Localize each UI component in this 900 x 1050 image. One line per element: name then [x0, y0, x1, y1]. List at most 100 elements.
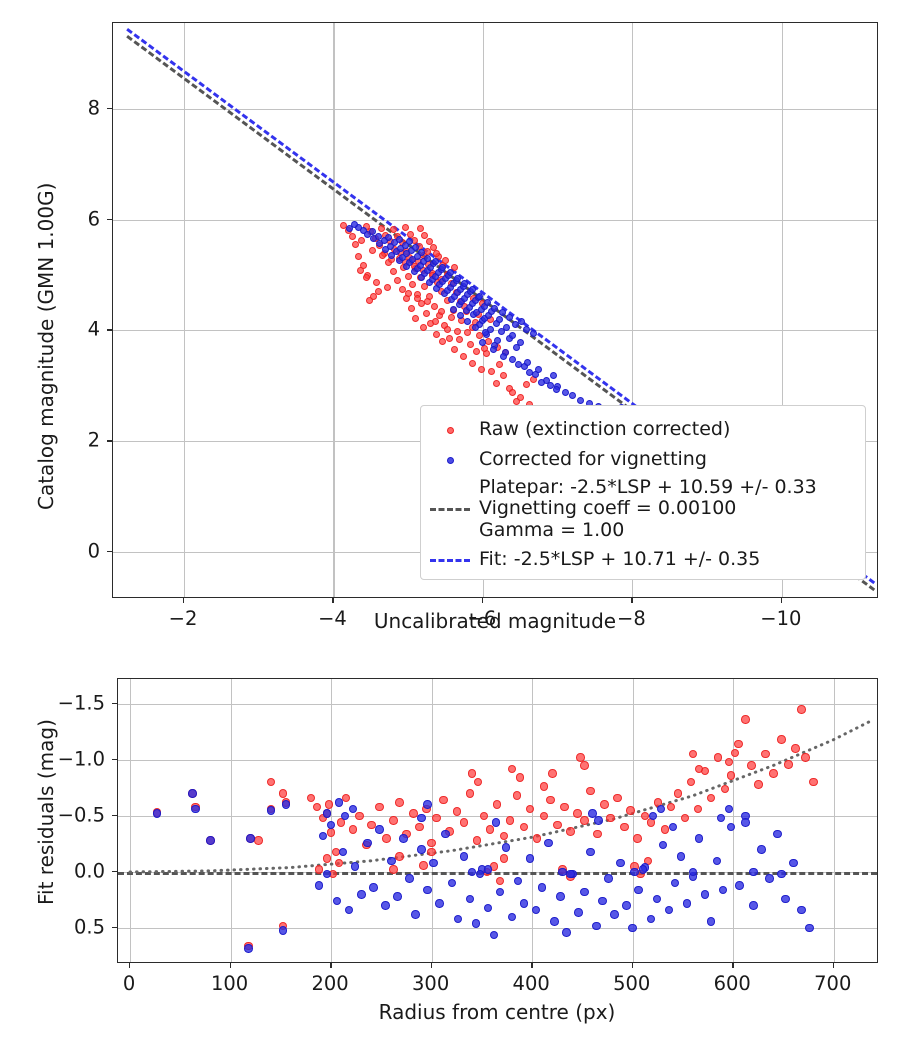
data-point [505, 385, 513, 393]
data-point [516, 339, 524, 347]
data-point [537, 883, 547, 892]
data-point [757, 845, 766, 854]
data-point [535, 365, 543, 373]
data-point [467, 867, 477, 877]
data-point [402, 223, 410, 231]
data-point [350, 220, 358, 228]
data-point [389, 268, 397, 276]
vignetting-curve [128, 717, 876, 874]
data-point [522, 325, 530, 333]
data-point [359, 227, 367, 235]
data-point [616, 858, 625, 868]
data-point [387, 856, 396, 866]
y-tick [107, 107, 112, 110]
data-point [688, 749, 698, 759]
y-tick-label: 0.5 [73, 915, 105, 939]
data-point [580, 816, 589, 825]
data-point [322, 809, 332, 818]
data-point [382, 834, 391, 843]
data-point [459, 353, 467, 361]
data-point [580, 887, 589, 897]
data-point [574, 908, 583, 917]
data-point [515, 361, 523, 369]
data-point [512, 791, 522, 800]
data-point [700, 890, 710, 899]
data-point [749, 901, 758, 910]
data-point [306, 793, 316, 803]
data-point [389, 816, 398, 825]
data-point [318, 831, 328, 841]
data-point [445, 334, 453, 342]
data-point [471, 919, 481, 928]
data-point [509, 332, 517, 340]
data-point [452, 807, 462, 816]
fit-residuals-plot-area [118, 679, 877, 962]
data-point [660, 825, 670, 834]
data-point [638, 865, 647, 874]
data-point [483, 903, 493, 913]
data-point [586, 786, 595, 796]
data-point [548, 769, 557, 778]
data-point [363, 838, 372, 848]
data-point [409, 281, 417, 289]
gray-dashed-line-icon [430, 507, 470, 511]
data-point [459, 852, 469, 861]
gridline-horizontal [113, 108, 877, 110]
x-tick-label: −2 [168, 607, 198, 630]
data-point [206, 836, 215, 845]
data-point [448, 313, 456, 321]
y-tick [112, 702, 117, 705]
data-point [398, 285, 406, 293]
data-point [546, 795, 555, 805]
data-point [668, 822, 678, 832]
x-tick [332, 598, 334, 603]
data-point [393, 892, 402, 901]
data-point [367, 820, 376, 830]
data-point [789, 858, 798, 868]
x-tick [531, 963, 533, 968]
y-tick-label: 0 [87, 539, 100, 563]
data-point [658, 840, 668, 850]
data-point [498, 327, 506, 335]
data-point [519, 822, 529, 832]
data-point [244, 944, 253, 953]
data-point [525, 854, 535, 863]
gridline-horizontal [118, 759, 877, 761]
data-point [398, 253, 406, 261]
data-point [634, 885, 643, 895]
data-point [477, 365, 485, 373]
data-point [431, 258, 439, 266]
data-point [401, 241, 409, 249]
data-point [425, 238, 433, 246]
data-point [439, 263, 447, 271]
data-point [395, 798, 404, 807]
y-tick [112, 758, 117, 761]
data-point [724, 757, 734, 767]
data-point [741, 715, 750, 724]
data-point [464, 329, 472, 337]
data-point [525, 368, 533, 376]
data-point [332, 896, 342, 906]
data-point [537, 378, 545, 386]
y-tick [107, 329, 112, 331]
x-tick [129, 963, 131, 968]
data-point [334, 798, 344, 807]
data-point [465, 894, 475, 904]
data-point [431, 318, 439, 326]
data-point [485, 825, 495, 834]
data-point [421, 231, 429, 239]
data-point [278, 926, 288, 935]
data-point [666, 802, 676, 812]
gridline-vertical [333, 23, 335, 597]
data-point [451, 345, 459, 353]
data-point [254, 836, 263, 845]
data-point [451, 263, 459, 271]
data-point [777, 869, 786, 879]
plot-legend: Raw (extinction corrected) Corrected for… [420, 405, 866, 580]
fit-residuals-xlabel: Radius from centre (px) [378, 1000, 616, 1024]
data-point [576, 396, 584, 404]
data-point [412, 243, 420, 251]
data-point [473, 347, 481, 355]
data-point [556, 892, 565, 901]
data-point [489, 345, 497, 353]
